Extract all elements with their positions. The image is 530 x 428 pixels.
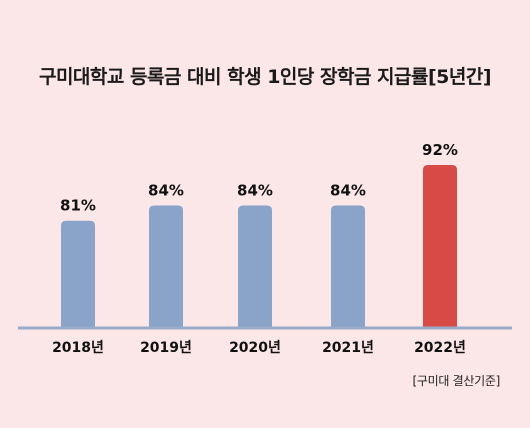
x-tick-label: 2021년 bbox=[322, 340, 374, 356]
bar-2021년 bbox=[331, 205, 365, 327]
bar-2019년 bbox=[149, 205, 183, 327]
value-label: 84% bbox=[330, 182, 366, 200]
bar-2022년 bbox=[423, 165, 457, 327]
chart-title: 구미대학교 등록금 대비 학생 1인당 장학금 지급률[5년간] bbox=[38, 66, 492, 88]
value-label: 84% bbox=[148, 182, 184, 200]
bar-2018년 bbox=[61, 220, 95, 327]
x-tick-label: 2019년 bbox=[140, 340, 192, 356]
x-tick-label: 2018년 bbox=[52, 340, 104, 356]
source-note: [구미대 결산기준] bbox=[412, 374, 501, 388]
value-label: 81% bbox=[60, 197, 96, 215]
value-label: 92% bbox=[422, 141, 458, 159]
value-label: 84% bbox=[237, 182, 273, 200]
x-tick-label: 2020년 bbox=[229, 340, 281, 356]
x-tick-label: 2022년 bbox=[414, 340, 466, 356]
bar-2020년 bbox=[238, 205, 272, 327]
